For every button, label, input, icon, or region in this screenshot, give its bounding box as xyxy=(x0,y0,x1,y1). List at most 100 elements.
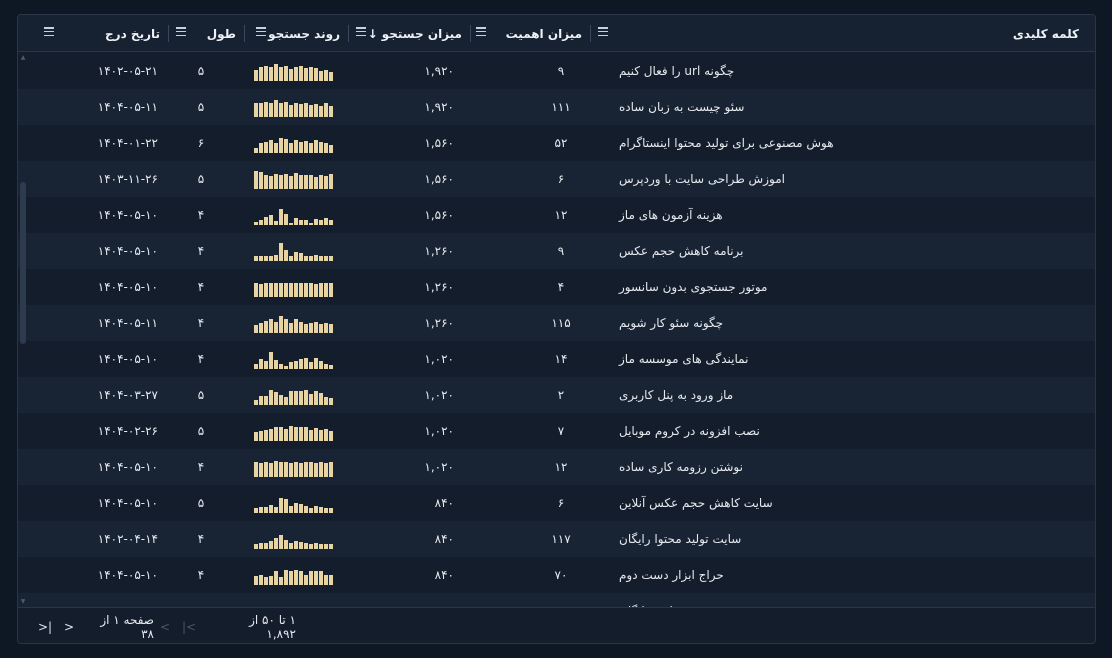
sparkline-bar xyxy=(294,140,298,153)
scrollbar-thumb[interactable] xyxy=(20,182,26,344)
column-menu-icon[interactable] xyxy=(44,27,54,37)
header-length[interactable]: طول xyxy=(168,15,244,52)
sparkline-bar xyxy=(324,218,328,225)
sparkline-bar xyxy=(264,361,268,369)
sparkline-bar xyxy=(274,507,278,513)
sparkline-bar xyxy=(329,174,333,189)
cell-date: ۱۴۰۳-۱۱-۲۶ xyxy=(97,172,158,186)
sparkline-bar xyxy=(259,323,263,333)
sparkline-bar xyxy=(314,255,318,261)
column-menu-icon[interactable] xyxy=(598,27,608,37)
table-row[interactable]: هزینه آزمون های ماز ۱۲ ۱,۵۶۰ ۴ ۱۴۰۴-۰۵-۱۰ xyxy=(18,197,1095,233)
column-menu-icon[interactable] xyxy=(356,27,366,37)
next-page-button[interactable]: > xyxy=(64,619,75,634)
prev-page-button[interactable]: < xyxy=(160,619,171,634)
header-keyword[interactable]: کلمه کلیدی xyxy=(590,15,1095,52)
sparkline-bar xyxy=(304,175,308,189)
cell-trend xyxy=(254,341,336,377)
table-row[interactable]: سئو سایت رایگان ۸ ۸۴۰ ۴ ۱۴۰۴-۰۵-۱۲ xyxy=(18,593,1095,607)
cell-importance: ۱۲ xyxy=(554,460,568,474)
sparkline-bar xyxy=(289,463,293,477)
cell-keyword: نوشتن رزومه کاری ساده xyxy=(619,460,743,474)
sparkline-bar xyxy=(289,283,293,297)
sparkline-bar xyxy=(314,177,318,189)
sparkline-bar xyxy=(264,256,268,261)
cell-date: ۱۴۰۴-۰۵-۱۰ xyxy=(97,568,158,582)
sparkline-bar xyxy=(319,71,323,81)
table-row[interactable]: موتور جستجوی بدون سانسور ۴ ۱,۲۶۰ ۴ ۱۴۰۴-۰۵-۱… xyxy=(18,269,1095,305)
table-row[interactable]: نوشتن رزومه کاری ساده ۱۲ ۱,۰۲۰ ۴ ۱۴۰۴-۰۵-۱۰ xyxy=(18,449,1095,485)
sparkline-bar xyxy=(319,220,323,225)
sparkline-bar xyxy=(304,427,308,441)
first-page-button[interactable]: |< xyxy=(182,619,197,634)
vertical-scrollbar[interactable]: ▲ ▼ xyxy=(20,53,26,607)
table-row[interactable]: حراج ابزار دست دوم ۷۰ ۸۴۰ ۴ ۱۴۰۴-۰۵-۱۰ xyxy=(18,557,1095,593)
cell-keyword: هزینه آزمون های ماز xyxy=(619,208,723,222)
sparkline-bar xyxy=(294,218,298,225)
sparkline-bar xyxy=(264,543,268,549)
sparkline-bar xyxy=(294,283,298,297)
sparkline-bar xyxy=(329,544,333,549)
column-menu-icon[interactable] xyxy=(256,27,266,37)
header-trend[interactable]: روند جستجو xyxy=(244,15,348,52)
cell-trend xyxy=(254,161,336,197)
trend-sparkline xyxy=(254,349,336,369)
header-volume[interactable]: میزان جستجو ↓ xyxy=(348,15,470,52)
sparkline-bar xyxy=(304,543,308,549)
header-importance[interactable]: میزان اهمیت xyxy=(470,15,590,52)
sparkline-bar xyxy=(289,143,293,153)
sparkline-bar xyxy=(314,543,318,549)
last-page-button[interactable]: >| xyxy=(38,619,53,634)
scroll-down-icon[interactable]: ▼ xyxy=(20,598,26,605)
sparkline-bar xyxy=(324,364,328,369)
cell-keyword: سئو چیست به زبان ساده xyxy=(619,100,745,114)
table-row[interactable]: چگونه url را فعال کنیم ۹ ۱,۹۲۰ ۵ ۱۴۰۲-۰۵-۲۱ xyxy=(18,53,1095,89)
cell-length: ۴ xyxy=(197,208,205,222)
sparkline-bar xyxy=(279,364,283,369)
cell-volume: ۱,۹۲۰ xyxy=(424,64,454,78)
table-row[interactable]: سئو چیست به زبان ساده ۱۱۱ ۱,۹۲۰ ۵ ۱۴۰۴-۰۵-۱۱ xyxy=(18,89,1095,125)
trend-sparkline xyxy=(254,277,336,297)
cell-importance: ۷ xyxy=(557,424,565,438)
sparkline-bar xyxy=(259,359,263,369)
sparkline-bar xyxy=(299,104,303,117)
sparkline-bar xyxy=(304,324,308,333)
column-menu-icon[interactable] xyxy=(176,27,186,37)
sparkline-bar xyxy=(309,394,313,405)
cell-length: ۴ xyxy=(197,352,205,366)
sparkline-bar xyxy=(259,463,263,477)
column-menu-icon[interactable] xyxy=(476,27,486,37)
table-row[interactable]: ماز ورود به پنل کاربری ۲ ۱,۰۲۰ ۵ ۱۴۰۴-۰۳-۲۷ xyxy=(18,377,1095,413)
table-row[interactable]: چگونه سئو کار شویم ۱۱۵ ۱,۲۶۰ ۴ ۱۴۰۴-۰۵-۱۱ xyxy=(18,305,1095,341)
scroll-up-icon[interactable]: ▲ xyxy=(20,54,26,61)
sparkline-bar xyxy=(314,68,318,81)
cell-trend xyxy=(254,197,336,233)
table-row[interactable]: هوش مصنوعی برای تولید محتوا اینستاگرام ۵۲… xyxy=(18,125,1095,161)
page-info-label: صفحه ۱ از ۳۸ xyxy=(100,612,154,641)
cell-length: ۴ xyxy=(197,460,205,474)
trend-sparkline xyxy=(254,205,336,225)
sparkline-bar xyxy=(314,219,318,225)
sparkline-bar xyxy=(269,576,273,585)
sparkline-bar xyxy=(269,390,273,405)
sparkline-bar xyxy=(284,397,288,405)
sparkline-bar xyxy=(254,432,258,441)
cell-trend xyxy=(254,521,336,557)
sparkline-bar xyxy=(289,176,293,189)
table-row[interactable]: نصب افزونه در کروم موبایل ۷ ۱,۰۲۰ ۵ ۱۴۰۴-۰۲-… xyxy=(18,413,1095,449)
table-row[interactable]: برنامه کاهش حجم عکس ۹ ۱,۲۶۰ ۴ ۱۴۰۴-۰۵-۱۰ xyxy=(18,233,1095,269)
cell-length: ۴ xyxy=(197,568,205,582)
table-row[interactable]: سایت تولید محتوا رایگان ۱۱۷ ۸۴۰ ۴ ۱۴۰۲-۰۴-۱۴ xyxy=(18,521,1095,557)
header-date[interactable]: تاریخ درج xyxy=(18,15,168,52)
table-row[interactable]: اموزش طراحی سایت با وردپرس ۶ ۱,۵۶۰ ۵ ۱۴۰۳-۱۱… xyxy=(18,161,1095,197)
sparkline-bar xyxy=(304,141,308,153)
sparkline-bar xyxy=(264,142,268,153)
sparkline-bar xyxy=(329,220,333,225)
sparkline-bar xyxy=(274,64,278,81)
table-row[interactable]: نمایندگی های موسسه ماز ۱۴ ۱,۰۲۰ ۴ ۱۴۰۴-۰۵-۱۰ xyxy=(18,341,1095,377)
sparkline-bar xyxy=(289,543,293,549)
sparkline-bar xyxy=(314,322,318,333)
cell-keyword: حراج ابزار دست دوم xyxy=(619,568,724,582)
cell-importance: ۹ xyxy=(557,244,565,258)
table-row[interactable]: سایت کاهش حجم عکس آنلاین ۶ ۸۴۰ ۵ ۱۴۰۴-۰۵-۱۰ xyxy=(18,485,1095,521)
